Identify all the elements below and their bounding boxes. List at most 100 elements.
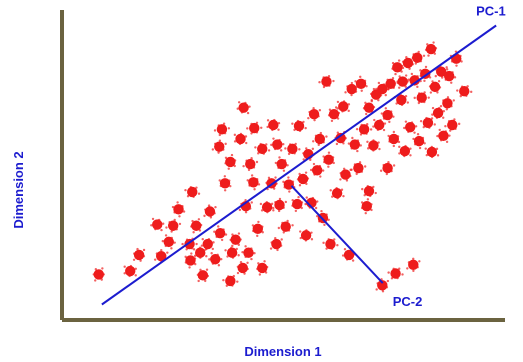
scatter-point <box>327 106 341 123</box>
scatter-point <box>203 204 217 219</box>
scatter-point <box>379 160 396 176</box>
scatter-point <box>272 197 288 213</box>
scatter-point <box>229 232 242 248</box>
data-points <box>92 41 473 293</box>
principal-component-lines <box>101 24 497 306</box>
scatter-point <box>413 91 430 105</box>
scatter-point <box>192 246 208 259</box>
scatter-point <box>299 229 314 242</box>
scatter-point <box>236 101 251 115</box>
scatter-point <box>254 142 271 155</box>
scatter-point <box>190 218 203 234</box>
scatter-point <box>403 120 418 134</box>
scatter-point <box>284 142 301 156</box>
scatter-point <box>171 201 186 218</box>
scatter-point <box>165 218 182 233</box>
scatter-point <box>360 198 373 215</box>
scatter-point <box>431 106 446 119</box>
scatter-point <box>251 220 264 238</box>
scatter-point <box>309 162 325 178</box>
scatter-point <box>372 118 387 132</box>
scatter-point <box>218 175 232 192</box>
scatter-point <box>350 161 367 176</box>
pc-1-line <box>101 24 497 306</box>
scatter-point <box>387 267 404 280</box>
scatter-point <box>428 80 442 94</box>
scatter-point <box>396 74 409 89</box>
scatter-point <box>312 131 328 147</box>
scatter-point <box>241 245 256 261</box>
scatter-point <box>224 153 237 170</box>
scatter-point <box>456 85 473 98</box>
scatter-point <box>150 217 165 232</box>
pc-2-label: PC-2 <box>393 294 423 309</box>
scatter-point <box>361 184 377 198</box>
scatter-point <box>307 106 322 122</box>
scatter-point <box>213 225 228 242</box>
scatter-point <box>184 252 197 269</box>
scatter-point <box>233 132 248 146</box>
scatter-point <box>132 247 146 262</box>
scatter-point <box>224 246 240 259</box>
scatter-point <box>401 56 415 70</box>
scatter-point <box>322 238 339 250</box>
scatter-point <box>200 237 215 251</box>
scatter-point <box>362 100 376 116</box>
scatter-point <box>242 157 259 172</box>
scatter-point <box>196 268 210 283</box>
scatter-point <box>213 122 231 137</box>
axes <box>60 10 505 322</box>
scatter-point <box>424 145 440 159</box>
scatter-point <box>354 75 368 92</box>
scatter-point <box>329 187 345 200</box>
scatter-point <box>123 264 137 278</box>
scatter-point <box>339 167 352 182</box>
scatter-point <box>291 119 307 133</box>
y-axis-label: Dimension 2 <box>11 151 26 228</box>
scatter-point <box>412 133 426 150</box>
scatter-point <box>256 260 269 276</box>
scatter-point <box>296 171 310 187</box>
scatter-point <box>419 116 436 129</box>
scatter-point <box>222 274 239 287</box>
x-axis-label: Dimension 1 <box>244 344 321 359</box>
scatter-point <box>270 137 285 152</box>
scatter-point <box>398 144 412 158</box>
scatter-point <box>274 156 289 172</box>
scatter-point <box>259 200 275 214</box>
scatter-point <box>391 59 404 76</box>
scatter-point <box>92 267 105 282</box>
scatter-point <box>246 174 261 191</box>
scatter-point <box>366 139 381 152</box>
scatter-point <box>409 50 426 65</box>
scatter-point <box>439 96 455 111</box>
scatter-point <box>341 248 357 262</box>
scatter-point <box>277 219 294 234</box>
scatter-point <box>153 248 169 264</box>
scatter-point <box>334 130 347 146</box>
scatter-point <box>355 123 373 136</box>
pc-1-label: PC-1 <box>476 4 506 19</box>
scatter-point <box>184 185 201 198</box>
scatter-point <box>266 118 281 132</box>
scatter-point <box>380 107 395 124</box>
scatter-point <box>444 118 461 132</box>
scatter-point <box>436 128 451 144</box>
scatter-point <box>424 41 438 57</box>
scatter-point <box>291 195 304 213</box>
scatter-point <box>387 130 401 148</box>
scatter-point <box>269 236 283 252</box>
scatter-point <box>336 100 351 113</box>
scatter-point <box>246 121 263 135</box>
scatter-point <box>282 176 296 193</box>
scatter-point <box>375 278 390 293</box>
scatter-point <box>161 234 176 250</box>
scatter-point <box>236 260 249 275</box>
scatter-point <box>347 136 362 153</box>
scatter-point <box>442 68 457 84</box>
scatter-point <box>322 151 335 168</box>
principal-component-labels: PC-1 PC-2 <box>393 4 506 310</box>
scatter-point <box>318 74 335 89</box>
scatter-point <box>208 252 223 267</box>
